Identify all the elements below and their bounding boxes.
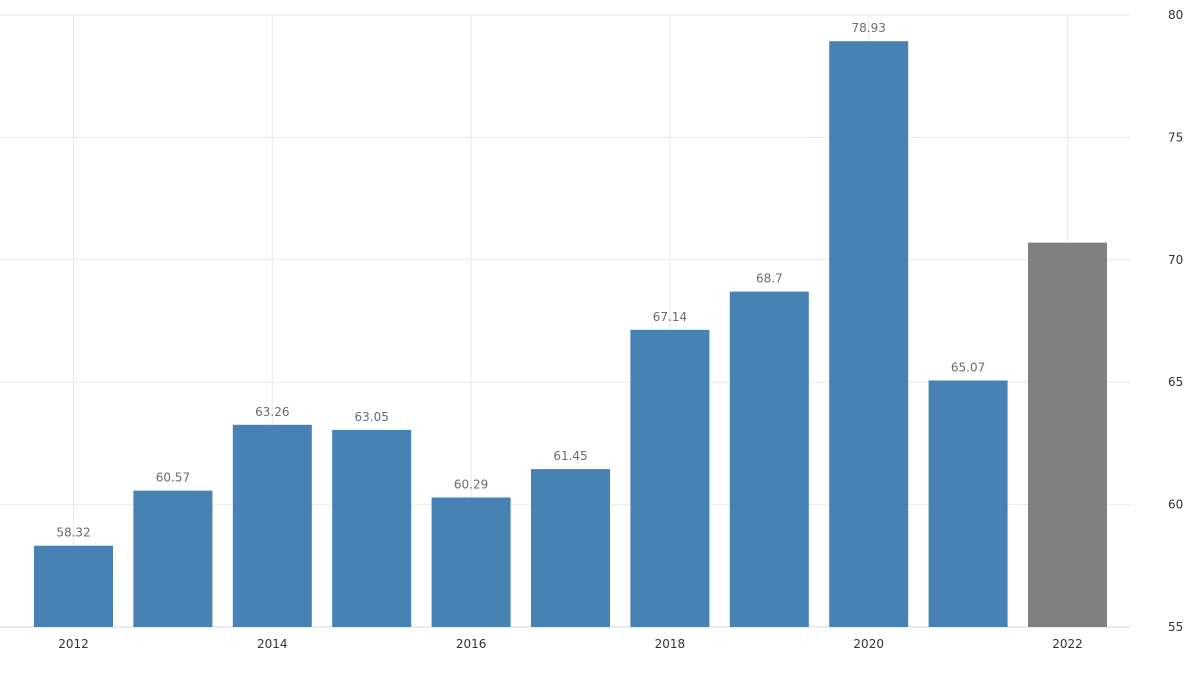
y-tick-label: 60	[1168, 498, 1183, 512]
bar-2019	[729, 291, 809, 627]
bar-value-label: 61.45	[553, 449, 587, 463]
x-tick-label: 2014	[257, 637, 288, 651]
y-tick-label: 55	[1168, 620, 1183, 634]
bar-value-label: 67.14	[653, 310, 687, 324]
bar-2020	[829, 41, 909, 627]
bar-2018	[630, 329, 710, 627]
x-tick-label: 2018	[655, 637, 686, 651]
bar-2013	[133, 490, 213, 627]
x-tick-label: 2022	[1052, 637, 1083, 651]
bar-value-label: 63.26	[255, 405, 289, 419]
bar-value-label: 65.07	[951, 360, 985, 374]
y-axis: 55 60 65 70 75 80	[1168, 8, 1183, 634]
bar-value-label: 78.93	[852, 21, 886, 35]
bar-value-labels: 58.32 60.57 63.26 63.05 60.29 61.45 67.14 68.7 7…	[56, 21, 985, 540]
bar-value-label: 58.32	[56, 526, 90, 540]
bar-2012	[34, 545, 113, 627]
y-tick-label: 65	[1168, 375, 1183, 389]
bar-value-label: 60.29	[454, 478, 488, 492]
y-tick-label: 80	[1168, 8, 1183, 22]
bar-value-label: 68.7	[756, 272, 783, 286]
y-tick-label: 70	[1168, 253, 1183, 267]
bar-value-label: 63.05	[355, 410, 389, 424]
bar-2021	[928, 380, 1008, 627]
bar-2015	[332, 429, 412, 627]
x-tick-label: 2016	[456, 637, 487, 651]
bar-2022	[1028, 242, 1107, 627]
bar-2016	[431, 497, 511, 627]
bar-value-label: 60.57	[156, 471, 190, 485]
x-tick-label: 2020	[853, 637, 884, 651]
x-axis: 2012 2014 2016 2018 2020 2022	[58, 637, 1083, 651]
bars	[34, 41, 1107, 627]
x-tick-label: 2012	[58, 637, 89, 651]
y-tick-label: 75	[1168, 130, 1183, 144]
bar-2014	[232, 424, 312, 627]
bar-2017	[531, 469, 610, 627]
